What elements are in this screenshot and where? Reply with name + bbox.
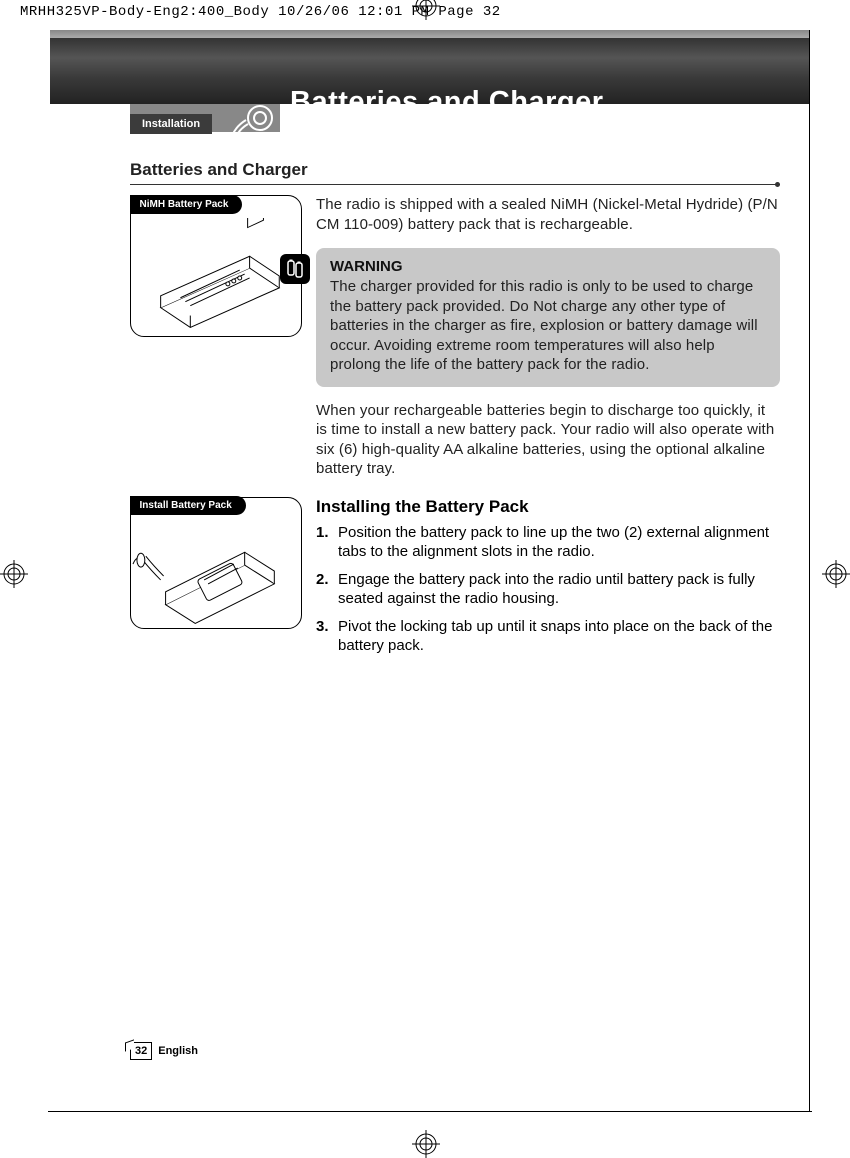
step-item: Pivot the locking tab up until it snaps …	[316, 617, 780, 656]
figure-label: Install Battery Pack	[130, 496, 246, 515]
after-warning-paragraph: When your rechargeable batteries begin t…	[316, 401, 780, 479]
page-footer: 32 English	[130, 1042, 198, 1060]
chapter-title: Batteries and Charger	[290, 86, 604, 119]
warning-body: The charger provided for this radio is o…	[330, 277, 766, 375]
trim-line-right	[809, 30, 850, 1112]
chapter-banner: Installation Batteries and Charger	[0, 30, 850, 130]
print-slug-line: MRHH325VP-Body-Eng2:400_Body 10/26/06 12…	[0, 0, 850, 24]
install-steps-list: Position the battery pack to line up the…	[316, 523, 780, 656]
trim-line-bottom	[48, 1111, 812, 1112]
battery-pack-illustration	[131, 196, 301, 336]
figure-nimh-battery-pack: NiMH Battery Pack	[130, 195, 302, 337]
section-heading: Batteries and Charger	[130, 160, 780, 185]
warning-icon	[280, 254, 310, 284]
language-label: English	[158, 1045, 198, 1057]
installing-subheading: Installing the Battery Pack	[316, 497, 780, 517]
page-number-badge: 32	[130, 1042, 152, 1060]
warning-callout: WARNING The charger provided for this ra…	[316, 248, 780, 387]
step-item: Engage the battery pack into the radio u…	[316, 570, 780, 609]
anchor-ring-icon	[228, 100, 278, 140]
intro-paragraph: The radio is shipped with a sealed NiMH …	[316, 195, 780, 234]
section-tab: Installation	[130, 114, 212, 134]
step-item: Position the battery pack to line up the…	[316, 523, 780, 562]
figure-label: NiMH Battery Pack	[130, 195, 243, 214]
figure-install-battery-pack: Install Battery Pack	[130, 497, 302, 629]
install-illustration	[131, 498, 301, 628]
warning-title: WARNING	[330, 258, 766, 275]
